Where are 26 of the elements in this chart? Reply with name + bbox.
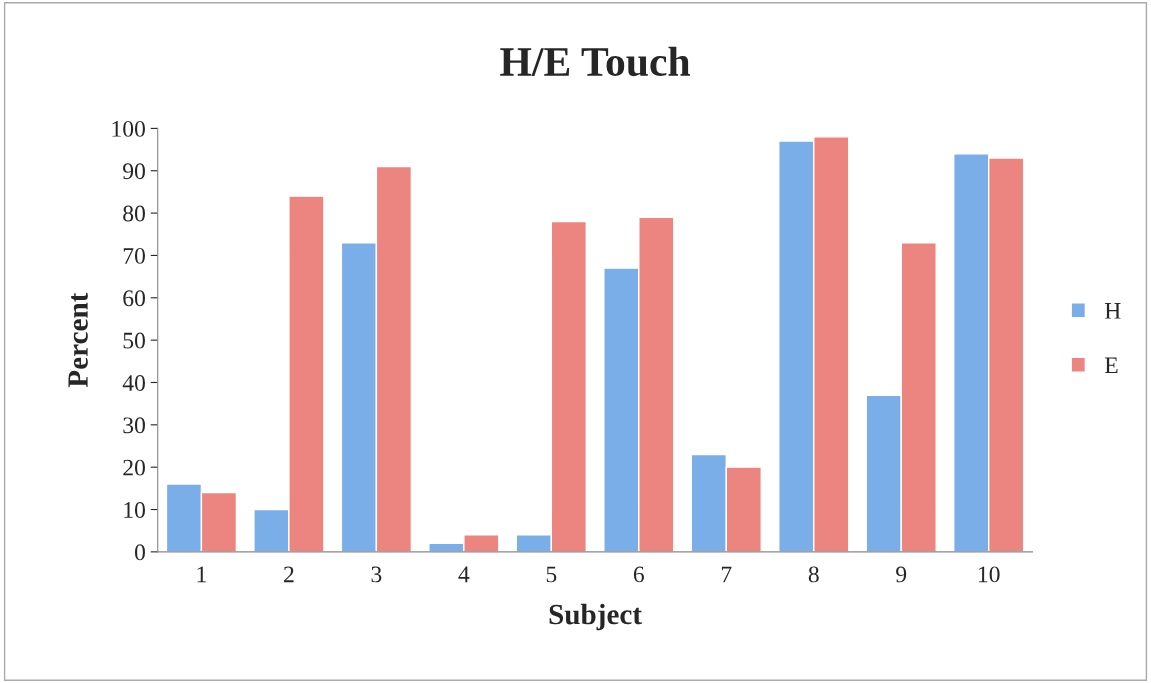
y-tick-label: 100 [112, 120, 145, 137]
x-tick-label: 7 [721, 566, 732, 583]
chart-title: H/E Touch [500, 46, 690, 77]
y-tick-label: 80 [123, 205, 145, 222]
legend-label: E [1104, 357, 1118, 374]
y-tick-label: 70 [123, 247, 145, 264]
x-tick-label: 2 [284, 566, 294, 583]
y-tick-label: 90 [123, 163, 145, 180]
y-tick-label: 20 [123, 459, 145, 476]
x-tick-label: 1 [197, 566, 206, 583]
x-axis-title: Subject [549, 603, 642, 631]
x-tick-label: 5 [546, 566, 557, 583]
x-tick-label: 10 [978, 566, 1000, 583]
legend-label: H [1104, 303, 1121, 319]
y-tick-label: 50 [123, 332, 145, 349]
y-tick-label: 10 [124, 502, 145, 518]
x-tick-label: 9 [896, 566, 907, 583]
y-tick-label: 60 [123, 290, 145, 307]
y-tick-label: 40 [122, 374, 145, 391]
x-tick-label: 3 [371, 566, 382, 583]
y-tick-label: 30 [123, 417, 145, 434]
y-tick-label: 0 [134, 544, 145, 561]
x-tick-label: 6 [633, 566, 644, 583]
y-axis-title: Percent [68, 292, 88, 388]
x-tick-label: 4 [458, 566, 470, 583]
x-tick-label: 8 [808, 566, 819, 583]
